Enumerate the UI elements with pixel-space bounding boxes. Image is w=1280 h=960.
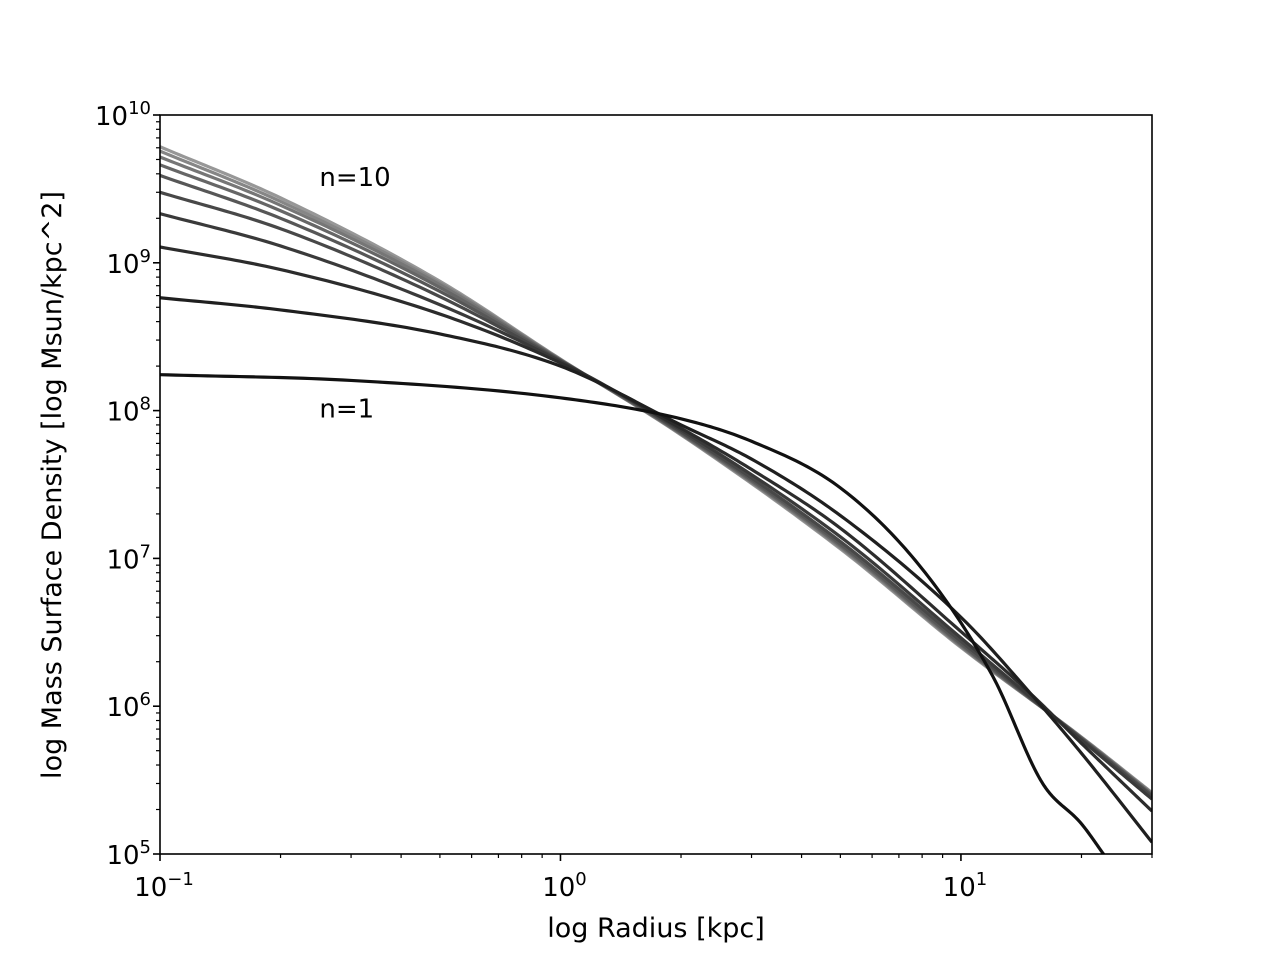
series-line-n2 (160, 296, 1152, 844)
y-tick-label: 108 (106, 394, 151, 428)
y-tick-label: 1010 (95, 98, 151, 132)
y-axis-label: log Mass Surface Density [log Msun/kpc^2… (37, 191, 68, 779)
annotation-layer: n=10 n=1 (319, 163, 390, 424)
x-axis-label: log Radius [kpc] (547, 913, 765, 944)
ticks-layer: 10−1 100 101 105 106 107 108 109 1010 (95, 98, 1153, 903)
y-tick-label: 105 (106, 837, 151, 871)
annotation-label: n=10 (319, 163, 390, 193)
y-tick-label: 107 (106, 541, 151, 575)
plot-frame (159, 114, 1153, 855)
series-layer (160, 145, 1152, 854)
annotation-label: n=1 (319, 394, 374, 424)
series-line-n3 (160, 245, 1152, 813)
x-tick-label: 100 (542, 869, 587, 903)
y-tick-label: 106 (106, 689, 151, 723)
series-line-n1 (160, 373, 1106, 854)
y-tick-label: 109 (106, 246, 151, 280)
x-tick-label: 101 (943, 869, 988, 903)
x-tick-label: 10−1 (134, 869, 194, 903)
